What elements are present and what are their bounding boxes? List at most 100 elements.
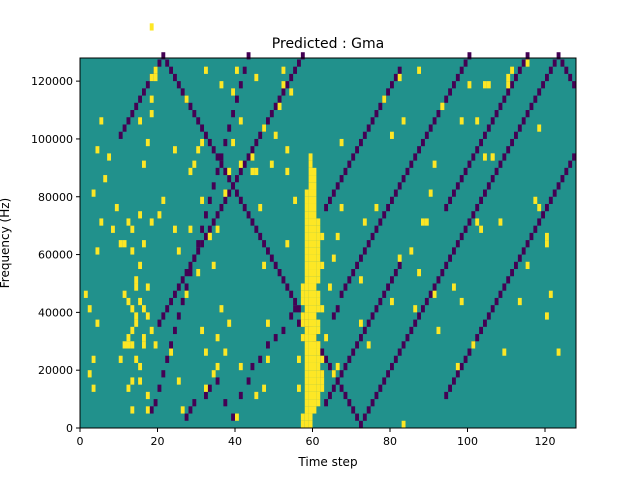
heatmap-cell-low [421,305,425,313]
heatmap-cell-high [134,312,139,320]
heatmap-cell-high [459,297,464,306]
heatmap-cell-low [207,196,212,204]
heatmap-cell-high [316,225,321,233]
heatmap-cell-high [227,167,232,176]
heatmap-cell-high [316,384,321,392]
heatmap-cell-high [300,297,305,306]
heatmap-cell-high [188,167,193,176]
heatmap-cell-high [316,218,321,226]
heatmap-cell-low [359,254,363,262]
heatmap-cell-low [366,319,371,327]
heatmap-cell-high [204,348,208,356]
heatmap-cell-low [165,355,170,363]
heatmap-cell-high [87,370,92,378]
heatmap-cell-high [138,362,143,371]
heatmap-cell-low [452,81,456,89]
heatmap-cell-high [308,240,313,248]
heatmap-cell-low [250,218,255,226]
heatmap-cell-high [122,341,127,349]
heatmap-cell-low [362,326,367,335]
heatmap-cell-low [180,88,185,96]
heatmap-cell-low [529,102,534,111]
heatmap-cell-high [308,211,313,219]
heatmap-cell-high [300,290,305,298]
heatmap-cell-high [238,362,243,371]
heatmap-cell-high [432,290,437,298]
heatmap-cell-low [483,319,487,327]
heatmap-cell-high [134,355,139,363]
heatmap-cell-high [545,312,549,320]
heatmap-cell-high [238,160,243,168]
heatmap-cell-high [304,348,309,356]
heatmap-cell-low [328,391,332,400]
heatmap-cell-high [149,218,154,226]
heatmap-cell-low [374,110,379,118]
heatmap-cell-high [300,312,305,320]
heatmap-cell-high [204,66,208,74]
heatmap-cell-high [483,81,487,89]
heatmap-cell-high [254,73,259,82]
x-tick-label: 120 [535,435,556,448]
heatmap-cell-high [312,319,317,327]
heatmap-cell-high [308,370,313,378]
heatmap-cell-low [510,269,515,277]
heatmap-cell-high [169,348,174,356]
heatmap-cell-low [405,167,410,176]
heatmap-cell-low [335,305,340,313]
heatmap-cell-high [316,341,321,349]
heatmap-cell-high [545,240,549,248]
heatmap-cell-low [223,167,228,176]
heatmap-cell-high [316,377,321,385]
heatmap-cell-low [374,225,379,233]
heatmap-cell-low [285,81,290,89]
heatmap-cell-high [308,290,313,298]
heatmap-cell-high [138,117,143,125]
heatmap-cell-low [386,203,391,212]
heatmap-cell-high [196,146,201,154]
heatmap-cell-low [157,59,162,67]
heatmap-cell-low [293,297,298,306]
heatmap-cell-low [184,283,189,291]
heatmap-cell-low [297,319,301,327]
heatmap-cell-low [223,196,228,204]
heatmap-cell-high [308,391,313,400]
y-tick-label: 40000 [38,306,73,319]
heatmap-cell-low [498,102,503,111]
heatmap-cell-high [401,420,406,428]
heatmap-cell-high [304,189,309,197]
heatmap-cell-high [308,362,313,371]
heatmap-cell-low [510,81,515,89]
heatmap-cell-high [401,117,406,125]
heatmap-cell-high [231,88,236,96]
heatmap-cell-low [405,334,410,342]
heatmap-cell-low [490,305,495,313]
heatmap-cell-low [219,203,224,212]
heatmap-cell-low [134,102,139,111]
heatmap-cell-high [145,391,150,400]
heatmap-cell-high [525,59,530,67]
heatmap-cell-low [467,52,472,60]
heatmap-cell-low [444,203,449,212]
heatmap-cell-high [91,384,96,392]
heatmap-cell-low [173,326,177,335]
heatmap-cell-high [281,81,286,89]
heatmap-cell-high [91,189,96,197]
heatmap-cell-high [312,254,317,262]
heatmap-cell-low [459,66,464,74]
heatmap-cell-high [130,341,135,349]
heatmap-cell-high [455,362,460,371]
heatmap-cell-low [227,189,232,197]
heatmap-cell-high [312,348,317,356]
heatmap-cell-low [269,254,274,262]
heatmap-cell-low [204,211,208,219]
heatmap-cell-low [386,370,391,378]
heatmap-cell-high [180,406,185,414]
heatmap-cell-low [382,290,387,298]
x-tick-label: 40 [228,435,242,448]
heatmap-cell-low [188,261,193,270]
heatmap-cell-low [506,146,511,154]
heatmap-cell-high [126,384,131,392]
heatmap-cell-high [312,225,317,233]
heatmap-cell-high [173,225,177,233]
heatmap-cell-low [362,131,367,139]
